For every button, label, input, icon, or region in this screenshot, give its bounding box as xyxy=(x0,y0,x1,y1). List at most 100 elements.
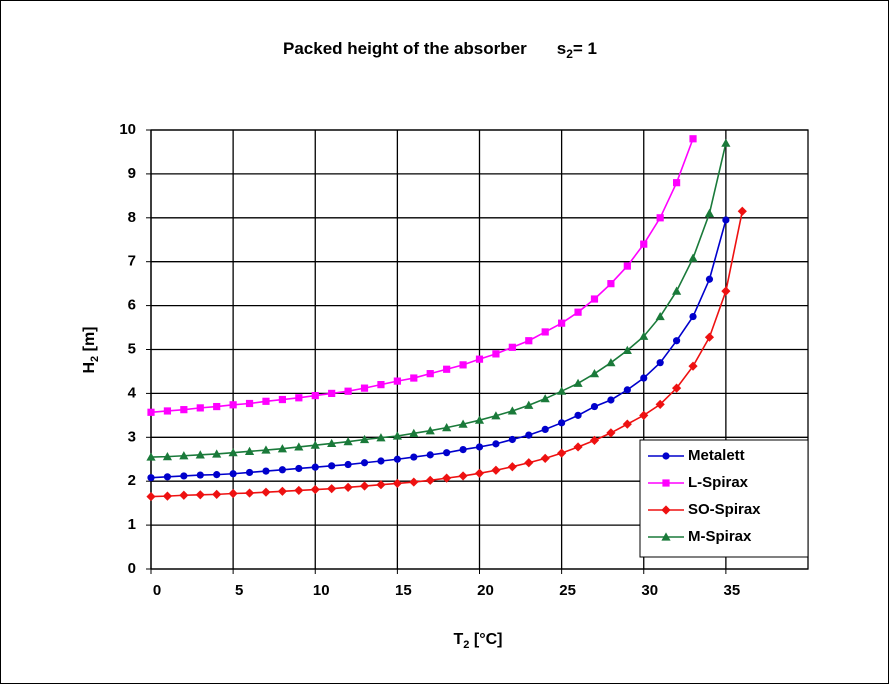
marker xyxy=(558,319,566,327)
legend-label: Metalett xyxy=(688,447,745,464)
marker xyxy=(343,482,353,492)
marker xyxy=(343,437,353,446)
marker xyxy=(688,253,698,262)
marker xyxy=(704,332,715,342)
marker xyxy=(656,359,664,367)
marker xyxy=(590,402,599,411)
marker xyxy=(606,358,616,367)
text-part: H xyxy=(81,362,98,374)
marker xyxy=(410,374,418,382)
marker xyxy=(574,411,582,419)
marker xyxy=(295,464,303,473)
text-part: T xyxy=(454,631,464,648)
x-tick-label: 35 xyxy=(724,582,741,599)
marker xyxy=(229,470,237,478)
marker xyxy=(277,444,287,453)
marker xyxy=(492,350,500,358)
marker xyxy=(245,468,254,477)
marker xyxy=(689,135,697,143)
marker xyxy=(557,448,567,458)
marker xyxy=(589,369,600,378)
marker xyxy=(328,389,336,397)
text-part: 2 xyxy=(566,47,573,61)
marker xyxy=(525,431,533,439)
marker xyxy=(492,440,500,448)
marker xyxy=(474,468,485,478)
x-tick-label: 30 xyxy=(641,582,658,599)
marker xyxy=(557,386,567,395)
marker xyxy=(213,471,221,479)
marker xyxy=(661,532,671,541)
marker xyxy=(180,472,188,480)
marker xyxy=(310,484,320,495)
marker xyxy=(228,448,238,457)
marker xyxy=(393,455,401,463)
marker xyxy=(261,445,271,454)
marker xyxy=(359,434,370,444)
y-tick-label: 1 xyxy=(128,516,136,533)
marker xyxy=(244,446,255,455)
marker xyxy=(244,488,255,498)
marker xyxy=(426,370,434,378)
marker xyxy=(639,331,649,340)
marker xyxy=(376,433,386,442)
marker xyxy=(278,466,286,474)
chart-title: Packed height of the absorber s2= 1 xyxy=(283,39,597,61)
plot-area xyxy=(150,129,809,570)
marker xyxy=(360,384,369,392)
marker xyxy=(491,411,501,420)
marker xyxy=(458,419,468,428)
marker xyxy=(689,312,697,321)
marker xyxy=(458,471,468,481)
marker xyxy=(639,410,649,420)
marker xyxy=(195,490,205,500)
y-tick-label: 3 xyxy=(128,428,136,445)
marker xyxy=(409,477,419,487)
marker xyxy=(262,397,270,405)
marker xyxy=(426,451,434,459)
text-part: [°C] xyxy=(469,631,502,648)
marker xyxy=(212,489,222,499)
marker xyxy=(622,419,632,429)
marker xyxy=(721,286,731,296)
marker xyxy=(622,345,632,354)
marker xyxy=(491,465,501,475)
marker xyxy=(662,452,670,460)
x-tick-label: 5 xyxy=(235,582,243,599)
marker xyxy=(558,419,566,427)
marker xyxy=(589,435,600,445)
marker xyxy=(344,460,352,469)
marker xyxy=(541,328,549,336)
marker xyxy=(524,458,534,468)
marker xyxy=(392,431,402,440)
marker xyxy=(607,280,615,288)
marker xyxy=(737,206,747,216)
marker xyxy=(524,400,534,409)
marker xyxy=(180,406,188,414)
marker xyxy=(376,480,386,490)
marker xyxy=(228,488,238,499)
marker xyxy=(409,428,419,437)
text-part: 2 xyxy=(463,639,469,651)
marker xyxy=(606,428,616,438)
marker xyxy=(195,450,205,459)
text-part: Packed height of the absorber xyxy=(283,39,527,58)
marker xyxy=(327,484,337,494)
legend-label: M-Spirax xyxy=(688,528,752,545)
marker xyxy=(442,423,452,432)
legend-label: L-Spirax xyxy=(688,474,749,491)
marker xyxy=(623,262,631,270)
y-axis-label: H2 [m] xyxy=(81,326,101,373)
series-line xyxy=(150,142,727,458)
marker xyxy=(278,395,286,404)
y-tick-label: 9 xyxy=(128,165,136,182)
marker xyxy=(213,402,221,411)
marker xyxy=(327,438,337,448)
marker xyxy=(163,473,172,481)
marker xyxy=(212,449,222,458)
marker xyxy=(295,394,303,402)
y-tick-label: 7 xyxy=(128,253,136,270)
x-axis-label: T2 [°C] xyxy=(454,631,503,651)
x-tick-label: 0 xyxy=(153,582,161,599)
y-tick-label: 6 xyxy=(128,297,136,314)
